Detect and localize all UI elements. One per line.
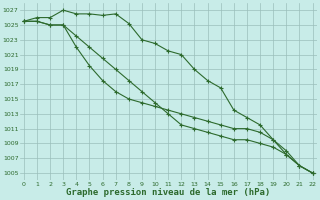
X-axis label: Graphe pression niveau de la mer (hPa): Graphe pression niveau de la mer (hPa) [66, 188, 270, 197]
